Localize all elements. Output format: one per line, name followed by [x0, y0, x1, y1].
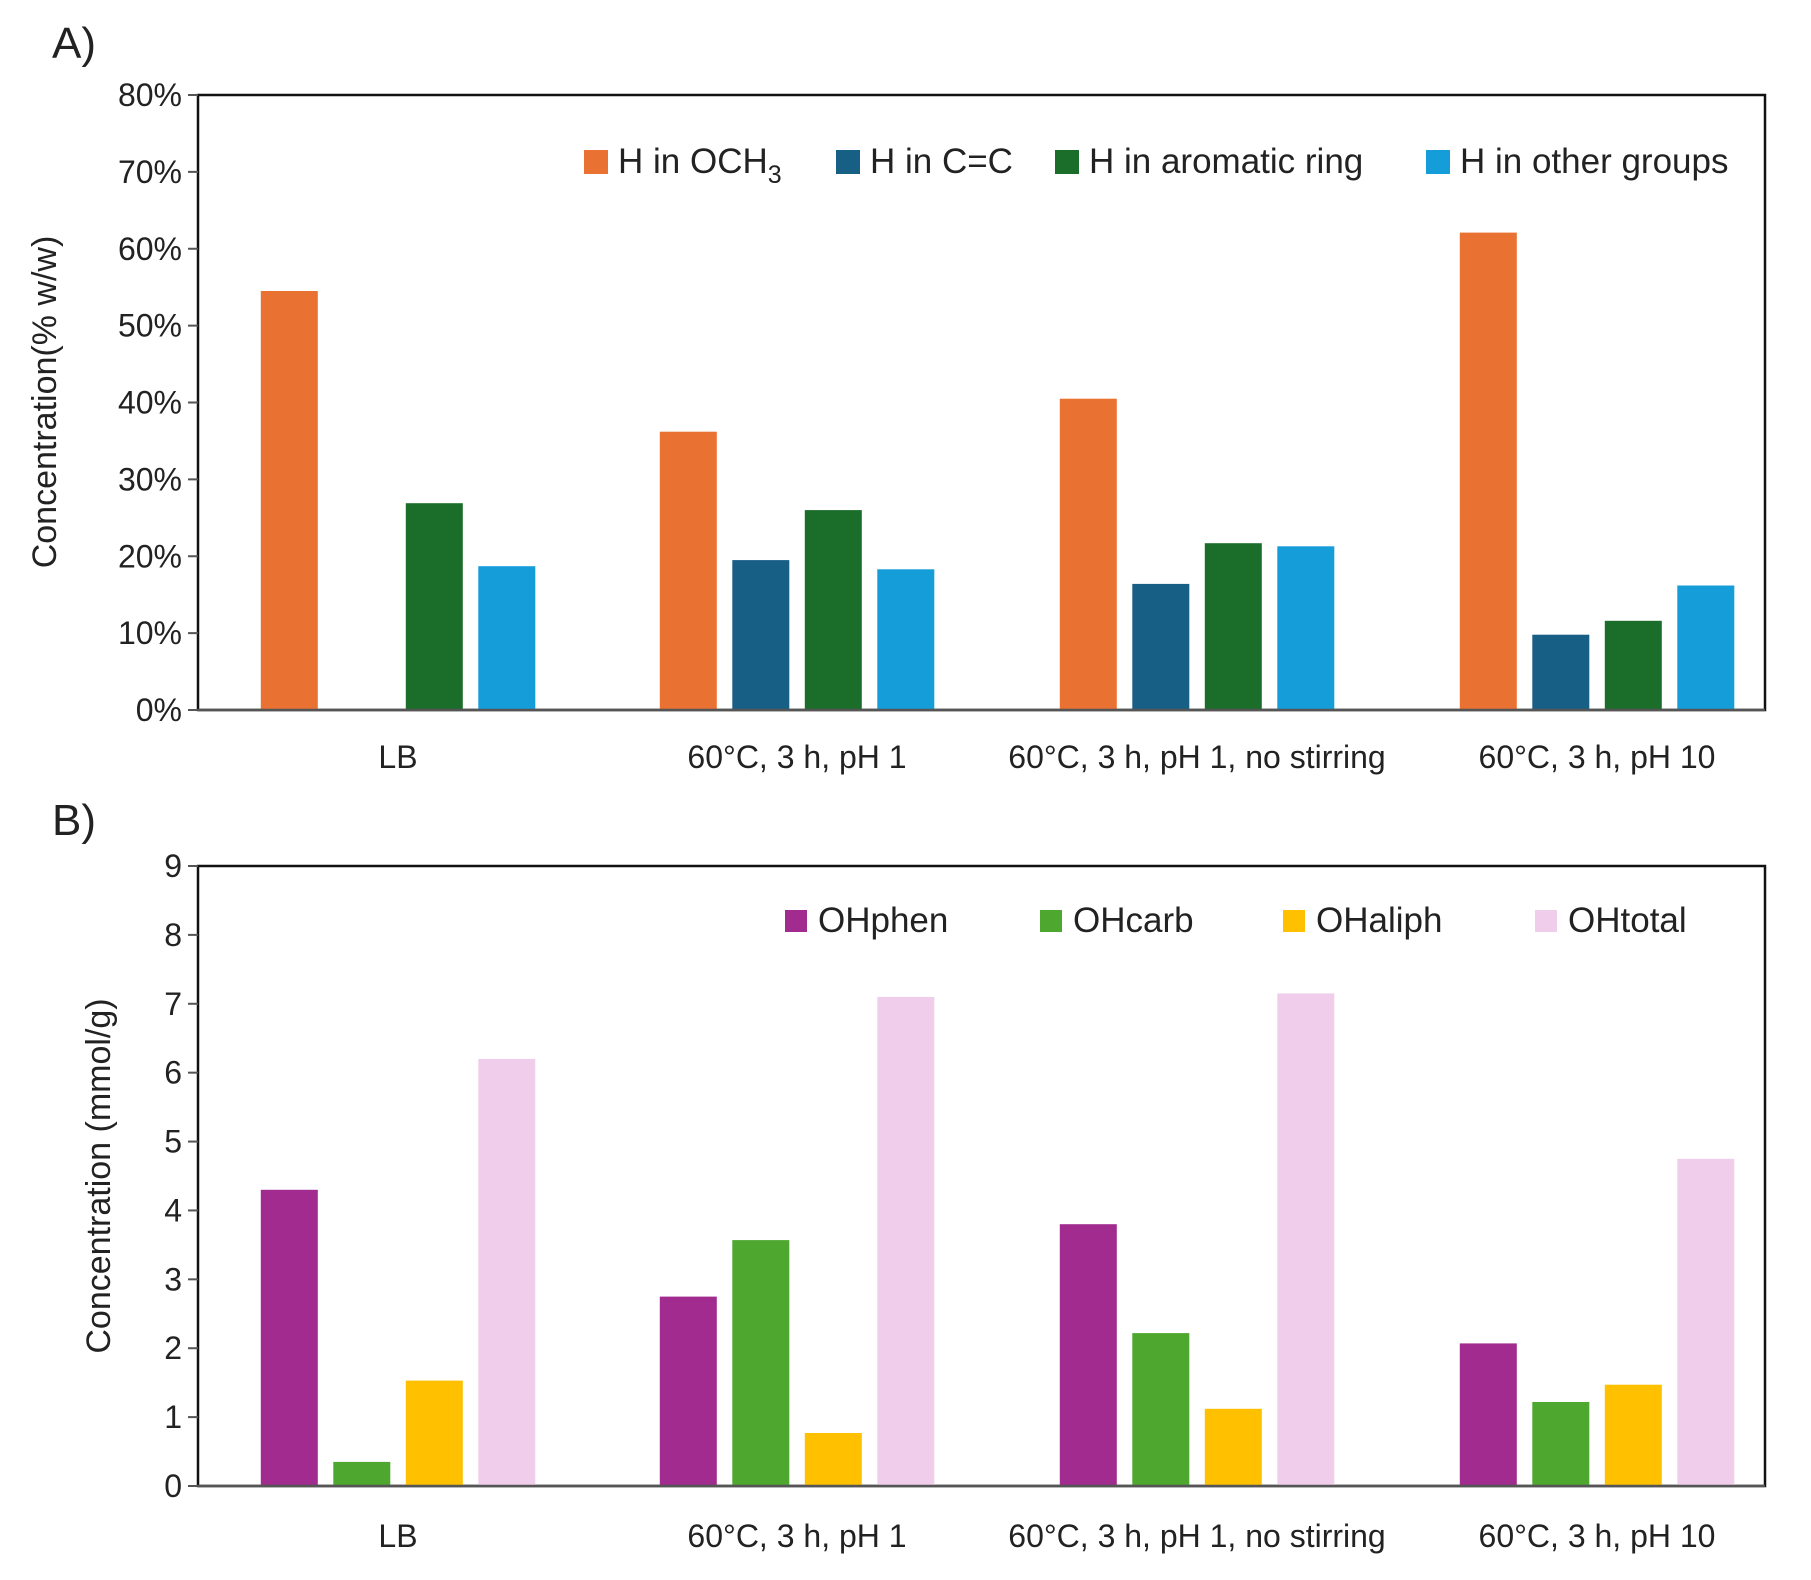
y-tick-label: 8 — [164, 917, 182, 953]
y-tick-label: 0% — [136, 692, 182, 728]
bar-a-h-in-c-c-60-c-3-h-ph-1 — [732, 560, 790, 710]
panel-a-y-axis-label: Concentration(% w/w) — [26, 236, 64, 569]
legend-item-ohtotal: OHtotal — [1535, 901, 1687, 940]
y-tick-label: 1 — [164, 1399, 182, 1435]
bar-a-h-in-och3-60-c-3-h-ph-1 — [659, 431, 717, 710]
x-category-label: 60°C, 3 h, pH 1, no stirring — [1008, 1518, 1385, 1554]
bar-b-ohaliph-lb — [405, 1380, 463, 1486]
y-tick-label: 5 — [164, 1124, 182, 1160]
bar-a-h-in-c-c-60-c-3-h-ph-10 — [1532, 634, 1590, 710]
legend-item-h-in-och3: H in OCH3 — [584, 142, 782, 189]
x-category-label: LB — [378, 739, 417, 775]
panel-a-bars — [260, 232, 1735, 710]
bar-b-ohcarb-60-c-3-h-ph-1 — [732, 1240, 790, 1486]
panel-a: A) 0% 10% 20% 30% 40% 50% 60% 70% 80% LB 60°C, 3 … — [26, 19, 1767, 775]
bar-a-h-in-aromatic-ring-60-c-3-h-ph-1-no-stirring — [1204, 543, 1262, 710]
y-tick-label: 7 — [164, 986, 182, 1022]
bar-b-ohphen-60-c-3-h-ph-1 — [659, 1296, 717, 1486]
bar-b-ohtotal-lb — [478, 1058, 536, 1486]
panel-a-x-categories: LB 60°C, 3 h, pH 1 60°C, 3 h, pH 1, no sti… — [378, 739, 1715, 775]
y-tick-label: 3 — [164, 1261, 182, 1297]
panel-a-label: A) — [52, 19, 96, 68]
y-tick-label: 40% — [118, 385, 182, 421]
bar-a-h-in-other-groups-60-c-3-h-ph-1-no-stirring — [1277, 546, 1335, 710]
legend-item-h-in-c-c: H in C=C — [836, 142, 1013, 181]
bar-b-ohaliph-60-c-3-h-ph-1 — [804, 1433, 862, 1486]
bar-a-h-in-och3-60-c-3-h-ph-10 — [1459, 232, 1517, 710]
bar-b-ohaliph-60-c-3-h-ph-10 — [1604, 1384, 1662, 1486]
bar-a-h-in-och3-60-c-3-h-ph-1-no-stirring — [1059, 398, 1117, 710]
y-tick-label: 9 — [164, 848, 182, 884]
legend-label-h-in-och3-subscript: 3 — [768, 161, 782, 189]
legend-label-h-in-other-groups: H in other groups — [1460, 142, 1728, 181]
legend-item-ohcarb: OHcarb — [1040, 901, 1194, 940]
y-tick-label: 20% — [118, 538, 182, 574]
bar-b-ohtotal-60-c-3-h-ph-1 — [877, 996, 935, 1486]
bar-a-h-in-aromatic-ring-60-c-3-h-ph-10 — [1604, 620, 1662, 710]
bar-a-h-in-aromatic-ring-60-c-3-h-ph-1 — [804, 510, 862, 710]
x-category-label: 60°C, 3 h, pH 1, no stirring — [1008, 739, 1385, 775]
x-category-label: 60°C, 3 h, pH 1 — [687, 1518, 906, 1554]
legend-swatch-ohaliph — [1283, 910, 1305, 932]
legend-swatch-ohtotal — [1535, 910, 1557, 932]
legend-swatch-h-in-other-groups — [1426, 150, 1450, 174]
legend-item-ohaliph: OHaliph — [1283, 901, 1442, 940]
bar-a-h-in-other-groups-60-c-3-h-ph-10 — [1677, 585, 1735, 710]
bar-b-ohtotal-60-c-3-h-ph-10 — [1677, 1158, 1735, 1486]
panel-b-bars — [260, 993, 1735, 1486]
y-tick-label: 2 — [164, 1330, 182, 1366]
bar-a-h-in-other-groups-60-c-3-h-ph-1 — [877, 569, 935, 710]
legend-swatch-h-in-c-c — [836, 150, 860, 174]
legend-swatch-h-in-aromatic-ring — [1055, 150, 1079, 174]
legend-label-ohaliph: OHaliph — [1316, 901, 1442, 940]
y-tick-label: 10% — [118, 615, 182, 651]
panel-b-label: B) — [52, 796, 96, 845]
bar-a-h-in-och3-lb — [260, 291, 318, 710]
legend-item-ohphen: OHphen — [785, 901, 948, 940]
legend-label-h-in-c-c: H in C=C — [870, 142, 1013, 181]
bar-b-ohcarb-60-c-3-h-ph-1-no-stirring — [1132, 1333, 1190, 1486]
y-tick-label: 60% — [118, 231, 182, 267]
y-tick-label: 50% — [118, 308, 182, 344]
panel-b-x-categories: LB 60°C, 3 h, pH 1 60°C, 3 h, pH 1, no sti… — [378, 1518, 1715, 1554]
bar-b-ohaliph-60-c-3-h-ph-1-no-stirring — [1204, 1408, 1262, 1486]
legend-label-h-in-och3: H in OCH3 — [618, 142, 782, 189]
x-category-label: LB — [378, 1518, 417, 1554]
bar-a-h-in-aromatic-ring-lb — [405, 503, 463, 710]
legend-item-h-in-aromatic-ring: H in aromatic ring — [1055, 142, 1363, 181]
panel-a-legend: H in OCH3 H in C=C H in aromatic ring H … — [584, 142, 1728, 189]
legend-swatch-ohphen — [785, 910, 807, 932]
bar-b-ohtotal-60-c-3-h-ph-1-no-stirring — [1277, 993, 1335, 1486]
panel-b-y-ticks: 0 1 2 3 4 5 6 7 8 9 — [164, 848, 198, 1504]
legend-item-h-in-other-groups: H in other groups — [1426, 142, 1728, 181]
legend-label-ohphen: OHphen — [818, 901, 948, 940]
bar-b-ohphen-60-c-3-h-ph-1-no-stirring — [1059, 1224, 1117, 1486]
x-category-label: 60°C, 3 h, pH 1 — [687, 739, 906, 775]
bar-b-ohphen-lb — [260, 1189, 318, 1486]
y-tick-label: 0 — [164, 1468, 182, 1504]
y-tick-label: 30% — [118, 461, 182, 497]
bar-b-ohcarb-60-c-3-h-ph-10 — [1532, 1402, 1590, 1486]
bar-a-h-in-c-c-60-c-3-h-ph-1-no-stirring — [1132, 583, 1190, 710]
bar-a-h-in-other-groups-lb — [478, 566, 536, 710]
y-tick-label: 4 — [164, 1192, 182, 1228]
bar-b-ohcarb-lb — [333, 1461, 391, 1486]
panel-b: B) 0 1 2 3 4 5 6 7 8 9 LB 60°C, 3 h, pH 1 60°C, 3 h… — [52, 796, 1767, 1554]
y-tick-label: 6 — [164, 1055, 182, 1091]
panel-a-y-ticks: 0% 10% 20% 30% 40% 50% 60% 70% 80% — [118, 77, 198, 728]
panel-b-legend: OHphen OHcarb OHaliph OHtotal — [785, 901, 1687, 940]
x-category-label: 60°C, 3 h, pH 10 — [1479, 739, 1716, 775]
legend-swatch-ohcarb — [1040, 910, 1062, 932]
legend-label-h-in-aromatic-ring: H in aromatic ring — [1089, 142, 1363, 181]
y-tick-label: 80% — [118, 77, 182, 113]
legend-label-ohcarb: OHcarb — [1073, 901, 1194, 940]
panel-b-y-axis-label: Concentration (mmol/g) — [80, 998, 118, 1353]
legend-swatch-h-in-och3 — [584, 150, 608, 174]
legend-label-ohtotal: OHtotal — [1568, 901, 1687, 940]
x-category-label: 60°C, 3 h, pH 10 — [1479, 1518, 1716, 1554]
y-tick-label: 70% — [118, 154, 182, 190]
bar-b-ohphen-60-c-3-h-ph-10 — [1459, 1343, 1517, 1486]
